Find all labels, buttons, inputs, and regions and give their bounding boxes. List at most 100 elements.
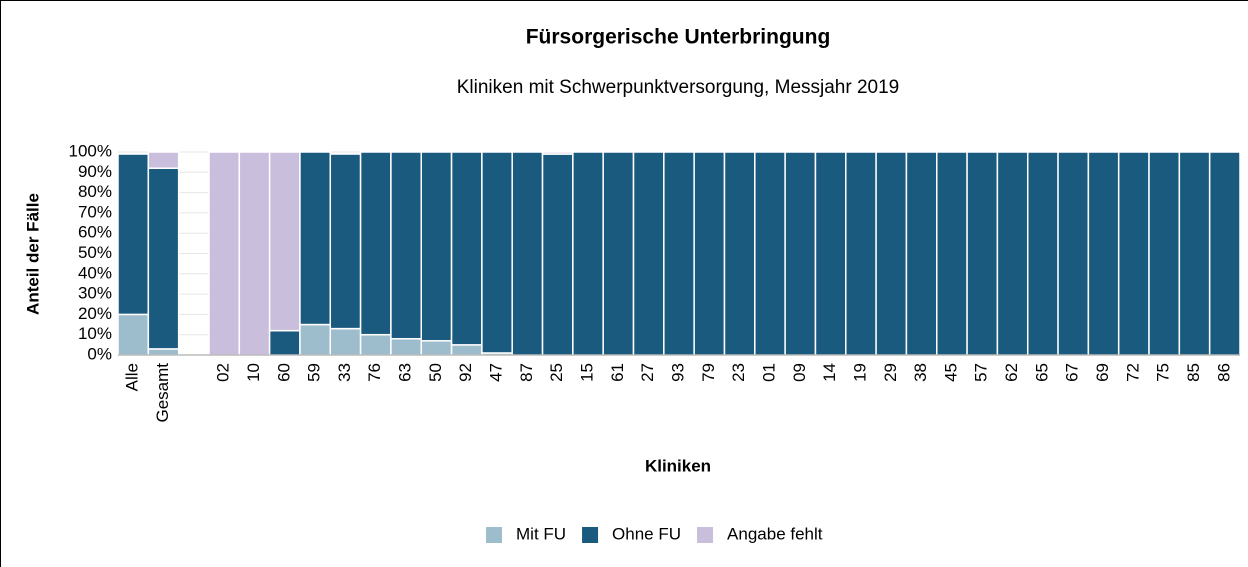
x-tick-label: 85	[1184, 363, 1203, 382]
bar-segment	[359, 151, 392, 336]
bar-segment	[541, 153, 574, 356]
x-tick-label: 86	[1214, 363, 1233, 382]
bar-segment	[1026, 151, 1059, 356]
bar-segment	[359, 333, 392, 356]
x-tick-label: 63	[396, 363, 415, 382]
bar-segment	[450, 151, 483, 346]
x-tick-label: 27	[638, 363, 657, 382]
bar-segment	[632, 151, 665, 356]
y-tick-label: 30%	[78, 284, 112, 303]
x-tick-label: 57	[972, 363, 991, 382]
x-tick-label: 10	[244, 363, 263, 382]
bar-segment	[1117, 151, 1150, 356]
legend-swatch	[697, 527, 714, 543]
bar-segment	[147, 151, 180, 169]
bar-segment	[723, 151, 756, 356]
x-tick-label: 14	[820, 363, 839, 382]
x-tick-label: 50	[426, 363, 445, 382]
x-tick-label: 60	[274, 363, 293, 382]
bar-segment	[845, 151, 877, 356]
x-tick-label: 72	[1123, 363, 1142, 382]
x-tick-label: 02	[214, 363, 233, 382]
chart-title: Fürsorgerische Unterbringung	[526, 26, 831, 49]
x-tick-label: 92	[456, 363, 475, 382]
bar-segment	[147, 348, 180, 356]
x-tick-label: 59	[305, 363, 324, 382]
x-tick-label: 38	[911, 363, 930, 382]
x-tick-label: 01	[759, 363, 778, 382]
x-tick-label: 23	[729, 363, 748, 382]
y-tick-label: 10%	[78, 324, 112, 343]
bar-segment	[541, 151, 574, 155]
bar-segment	[784, 151, 817, 356]
x-tick-label: 76	[365, 363, 384, 382]
x-axis-label: Kliniken	[645, 456, 711, 475]
bar-segment	[875, 151, 908, 356]
bar-segment	[390, 338, 422, 356]
bar-segment	[1178, 151, 1211, 356]
x-tick-label: 25	[547, 363, 566, 382]
bar-segment	[814, 151, 847, 356]
bar-segment	[572, 151, 604, 356]
x-tick-label: 79	[699, 363, 718, 382]
bar-segment	[996, 151, 1029, 356]
bar-segment	[147, 167, 180, 350]
bar-segment	[390, 151, 422, 340]
bar-segment	[238, 151, 271, 356]
bar-segment	[299, 151, 332, 326]
y-tick-label: 90%	[78, 162, 112, 181]
x-tick-label: 61	[608, 363, 627, 382]
x-tick-label: Gesamt	[153, 363, 172, 423]
x-tick-label: Alle	[123, 363, 142, 391]
bar-segment	[511, 151, 544, 356]
y-tick-label: 70%	[78, 202, 112, 221]
y-tick-label: 100%	[69, 141, 112, 160]
x-tick-label: 47	[487, 363, 506, 382]
x-tick-label: 69	[1093, 363, 1112, 382]
x-tick-label: 33	[335, 363, 354, 382]
bar-segment	[1057, 151, 1090, 356]
y-axis-label: Anteil der Fälle	[23, 193, 42, 315]
y-tick-label: 20%	[78, 304, 112, 323]
legend-swatch	[486, 527, 502, 543]
x-tick-label: 67	[1063, 363, 1082, 382]
legend-label: Angabe fehlt	[727, 524, 823, 543]
bar-segment	[117, 313, 150, 356]
bar-segment	[1087, 151, 1120, 356]
bar-segment	[450, 344, 483, 356]
x-tick-label: 87	[517, 363, 536, 382]
bar-segment	[299, 323, 332, 356]
bar-segment	[329, 327, 362, 356]
bar-segment	[420, 151, 453, 342]
bar-segment	[481, 151, 513, 354]
bar-segment	[663, 151, 695, 356]
x-tick-label: 65	[1032, 363, 1051, 382]
bar-segment	[936, 151, 968, 356]
x-tick-label: 45	[941, 363, 960, 382]
bar-segment	[420, 340, 453, 356]
bar-segment	[117, 153, 150, 316]
bar-segment	[268, 151, 301, 332]
bar-segment	[1208, 151, 1241, 356]
bar-segment	[329, 153, 362, 330]
x-tick-label: 15	[578, 363, 597, 382]
legend-label: Mit FU	[516, 524, 566, 543]
bar-segment	[754, 151, 786, 356]
x-tick-label: 09	[790, 363, 809, 382]
y-tick-label: 50%	[78, 243, 112, 262]
x-tick-label: 62	[1002, 363, 1021, 382]
y-tick-label: 80%	[78, 182, 112, 201]
y-tick-label: 40%	[78, 263, 112, 282]
x-tick-label: 29	[881, 363, 900, 382]
bar-segment	[268, 329, 301, 356]
x-tick-label: 19	[850, 363, 869, 382]
y-tick-label: 60%	[78, 223, 112, 242]
bar-segment	[602, 151, 635, 356]
x-tick-label: 93	[668, 363, 687, 382]
legend-label: Ohne FU	[612, 524, 681, 543]
bar-segment	[905, 151, 938, 356]
legend-swatch	[582, 527, 599, 543]
